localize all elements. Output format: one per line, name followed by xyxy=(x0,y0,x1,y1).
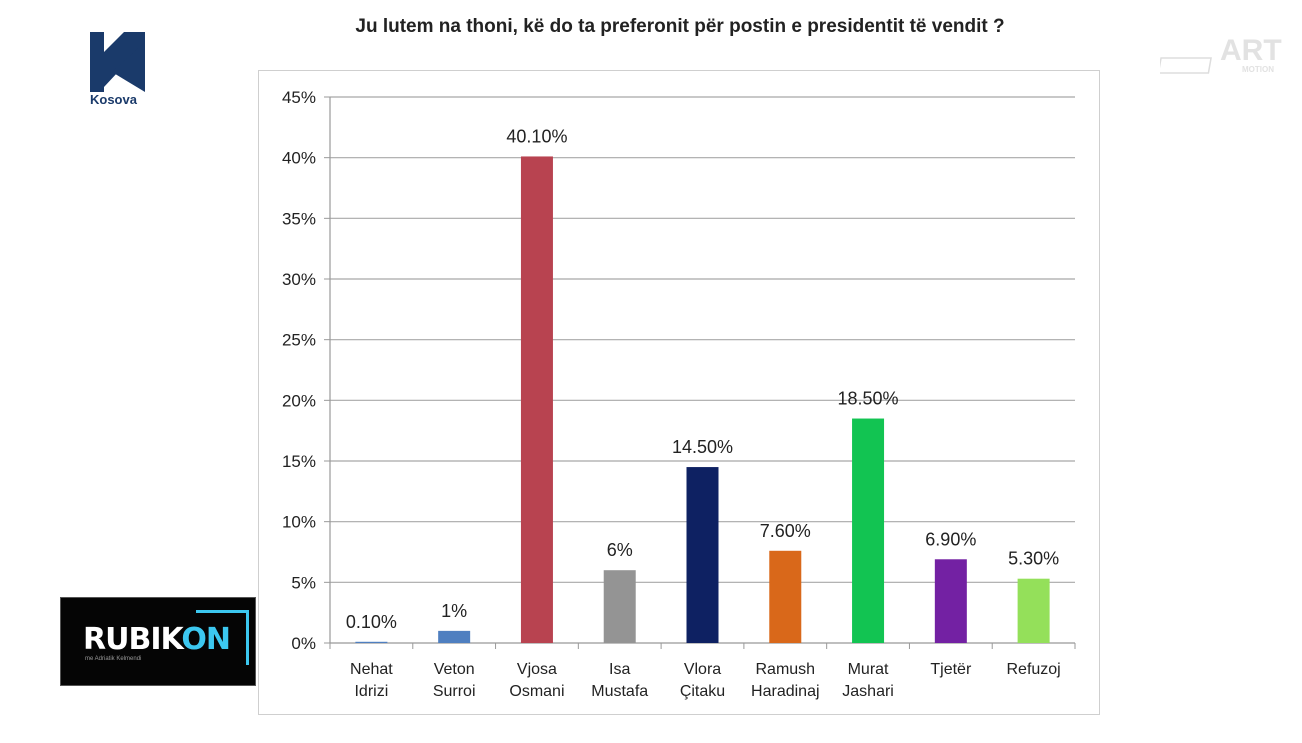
category-label: Mustafa xyxy=(591,683,648,700)
bars xyxy=(355,156,1050,643)
bar xyxy=(1017,578,1050,643)
category-label: Jashari xyxy=(842,683,894,700)
bar xyxy=(438,630,471,643)
rubikon-logo: RUBIKON me Adriatik Kelmendi xyxy=(60,597,256,686)
rubikon-logo-text: RUBIKON xyxy=(83,622,231,657)
data-label: 14.50% xyxy=(672,437,733,457)
y-tick-label: 40% xyxy=(282,149,316,168)
bar xyxy=(686,467,719,643)
data-label: 7.60% xyxy=(760,521,811,541)
bar xyxy=(603,570,636,643)
category-label: Surroi xyxy=(433,683,476,700)
rubikon-main: RUBIK xyxy=(83,622,182,657)
category-label: Osmani xyxy=(509,683,564,700)
category-label: Nehat xyxy=(350,661,393,678)
category-label: Idrizi xyxy=(354,683,388,700)
category-label: Vjosa xyxy=(517,661,557,678)
data-label: 6% xyxy=(607,540,633,560)
y-tick-label: 10% xyxy=(282,513,316,532)
y-tick-label: 25% xyxy=(282,331,316,350)
data-label: 1% xyxy=(441,601,467,621)
data-label: 40.10% xyxy=(506,126,567,146)
chart-title: Ju lutem na thoni, kë do ta preferonit p… xyxy=(355,16,1005,37)
bar xyxy=(934,559,967,643)
y-tick-label: 0% xyxy=(291,634,316,653)
data-labels: 0.10% 1% 40.10% 6% 14.50% 7.60% 18.50% 6.90% 5.3… xyxy=(346,126,1059,631)
data-label: 5.30% xyxy=(1008,549,1059,569)
art-logo-sub: MOTION xyxy=(1242,65,1274,74)
bar xyxy=(520,156,553,643)
y-tick-label: 15% xyxy=(282,452,316,471)
y-tick-label: 45% xyxy=(282,88,316,107)
category-label: Isa xyxy=(609,661,630,678)
category-label: Ramush xyxy=(755,661,815,678)
y-tick-label: 35% xyxy=(282,209,316,228)
data-label: 6.90% xyxy=(925,529,976,549)
bar xyxy=(769,550,802,643)
y-tick-label: 5% xyxy=(291,573,316,592)
category-label: Haradinaj xyxy=(751,683,819,700)
y-tick-label: 20% xyxy=(282,391,316,410)
category-label: Veton xyxy=(434,661,475,678)
bar xyxy=(355,641,388,643)
bar xyxy=(852,418,885,643)
category-label: Refuzoj xyxy=(1006,661,1060,678)
rubikon-accent: ON xyxy=(181,622,231,657)
rubikon-subtitle: me Adriatik Kelmendi xyxy=(85,656,142,662)
category-label: Vlora xyxy=(684,661,721,678)
y-axis-ticks: 0% 5% 10% 15% 20% 25% 30% 35% 40% 45% xyxy=(282,88,316,653)
rubikon-frame-icon xyxy=(196,610,249,665)
category-label: Murat xyxy=(848,661,889,678)
kosova-logo-caption: Kosova xyxy=(90,92,137,107)
art-logo-text: ART xyxy=(1220,34,1282,67)
kosova-logo-icon xyxy=(90,32,145,92)
data-label: 0.10% xyxy=(346,612,397,632)
category-labels: Nehat Idrizi Veton Surroi Vjosa Osmani Isa Must… xyxy=(350,661,1061,700)
category-label: Çitaku xyxy=(680,683,725,700)
data-label: 18.50% xyxy=(838,389,899,409)
art-motion-logo-icon: ART MOTION xyxy=(1160,34,1282,74)
category-label: Tjetër xyxy=(930,661,972,678)
y-tick-label: 30% xyxy=(282,270,316,289)
